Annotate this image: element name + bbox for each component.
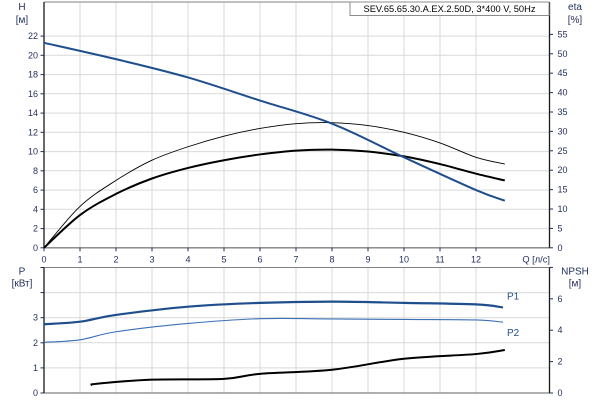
- svg-text:40: 40: [558, 88, 568, 98]
- svg-text:2: 2: [558, 357, 563, 367]
- svg-text:15: 15: [558, 185, 568, 195]
- svg-text:7: 7: [293, 254, 298, 264]
- svg-text:SEV.65.65.30.A.EX.2.50D, 3*400: SEV.65.65.30.A.EX.2.50D, 3*400 V, 50Hz: [364, 4, 536, 14]
- svg-text:6: 6: [33, 185, 38, 195]
- svg-text:P2: P2: [507, 328, 520, 339]
- svg-text:[кВт]: [кВт]: [12, 279, 33, 290]
- svg-text:P: P: [19, 267, 26, 278]
- svg-text:3: 3: [149, 254, 154, 264]
- svg-text:10: 10: [399, 254, 409, 264]
- svg-text:4: 4: [185, 254, 190, 264]
- svg-text:4: 4: [558, 325, 563, 335]
- svg-text:6: 6: [558, 294, 563, 304]
- svg-text:10: 10: [558, 204, 568, 214]
- svg-text:0: 0: [558, 243, 563, 253]
- svg-text:8: 8: [33, 166, 38, 176]
- svg-text:35: 35: [558, 107, 568, 117]
- svg-text:0: 0: [558, 388, 563, 398]
- svg-text:P1: P1: [507, 291, 520, 302]
- svg-text:12: 12: [471, 254, 481, 264]
- svg-text:4: 4: [33, 204, 38, 214]
- svg-text:55: 55: [558, 29, 568, 39]
- svg-text:Q [л/с]: Q [л/с]: [522, 254, 550, 264]
- svg-text:30: 30: [558, 126, 568, 136]
- svg-text:50: 50: [558, 49, 568, 59]
- svg-text:eta: eta: [568, 2, 582, 13]
- svg-text:1: 1: [33, 363, 38, 373]
- svg-text:0: 0: [33, 243, 38, 253]
- svg-text:0: 0: [33, 388, 38, 398]
- svg-text:[м]: [м]: [16, 15, 29, 26]
- svg-text:18: 18: [28, 70, 38, 80]
- svg-text:[%]: [%]: [568, 15, 583, 26]
- svg-text:45: 45: [558, 68, 568, 78]
- svg-text:22: 22: [28, 31, 38, 41]
- svg-text:16: 16: [28, 89, 38, 99]
- svg-text:10: 10: [28, 147, 38, 157]
- svg-text:11: 11: [435, 254, 444, 264]
- svg-text:12: 12: [28, 127, 38, 137]
- svg-text:5: 5: [558, 223, 563, 233]
- svg-text:NPSH: NPSH: [561, 267, 589, 278]
- svg-text:20: 20: [28, 50, 38, 60]
- svg-text:14: 14: [28, 108, 38, 118]
- svg-text:[м]: [м]: [569, 279, 582, 290]
- svg-text:2: 2: [113, 254, 118, 264]
- svg-text:5: 5: [221, 254, 226, 264]
- svg-text:2: 2: [33, 224, 38, 234]
- svg-text:25: 25: [558, 146, 568, 156]
- svg-text:2: 2: [33, 338, 38, 348]
- svg-text:8: 8: [329, 254, 334, 264]
- svg-text:3: 3: [33, 313, 38, 323]
- svg-text:6: 6: [257, 254, 262, 264]
- svg-text:20: 20: [558, 165, 568, 175]
- svg-text:H: H: [18, 2, 25, 13]
- svg-text:9: 9: [365, 254, 370, 264]
- svg-text:0: 0: [41, 254, 46, 264]
- svg-text:1: 1: [77, 254, 82, 264]
